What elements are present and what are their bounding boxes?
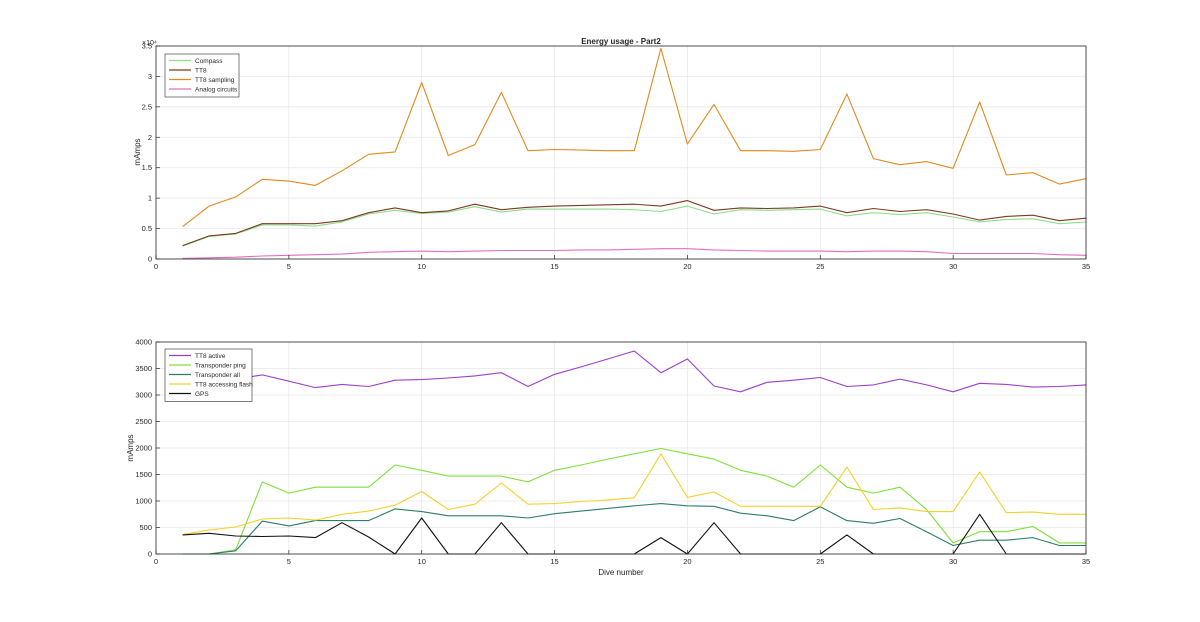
axes-box-top <box>155 45 1087 260</box>
x-tick-label: 20 <box>683 262 691 271</box>
x-tick-label: 10 <box>418 557 426 566</box>
plot-area-top <box>156 46 1086 259</box>
legend-label-tt8-active: TT8 active <box>195 353 226 360</box>
ticks-top: 0 5 10 15 20 25 30 35 0 0.5 1 1.5 2 2.5 3 3.5 <box>142 42 1091 272</box>
y-tick-label: 0 <box>148 255 152 264</box>
legend-top: Compass TT8 TT8 sampling Analog circuits <box>164 53 240 98</box>
y-tick-label: 1 <box>148 194 152 203</box>
y-tick-label: 2.5 <box>142 102 152 111</box>
y-tick-label: 1500 <box>135 470 152 479</box>
x-tick-label: 5 <box>287 557 291 566</box>
y-tick-label: 3500 <box>135 364 152 373</box>
ticks-bottom: 0 5 10 15 20 25 30 35 0 500 1000 1500 2000 2500 3000 35… <box>135 338 1090 567</box>
x-tick-label: 15 <box>550 557 558 566</box>
x-tick-label: 10 <box>418 262 426 271</box>
y-tick-label: 0.5 <box>142 224 152 233</box>
chart-title: Energy usage - Part2 <box>581 37 661 46</box>
legend-label-tt8: TT8 <box>195 67 207 74</box>
series-line-transponder-ping <box>182 447 1086 555</box>
legend-label-tt8-sampling: TT8 sampling <box>195 77 235 84</box>
legend-label-transponder-all: Transponder all <box>195 372 240 379</box>
legend-label-compass: Compass <box>195 58 223 65</box>
x-tick-label: 0 <box>154 262 158 271</box>
y-axis-label-top: mAmps <box>133 138 142 165</box>
y-tick-label: 2000 <box>135 444 152 453</box>
y-tick-label: 4000 <box>135 338 152 347</box>
legend-label-gps: GPS <box>195 391 209 398</box>
series-line-tt8-sampling <box>182 47 1087 228</box>
legend-label-transponder-ping: Transponder ping <box>195 362 246 369</box>
y-exponent-label: ×10⁴ <box>142 40 157 47</box>
legend-box <box>164 53 240 98</box>
series-line-analog-circuits <box>182 248 1087 259</box>
y-tick-label: 0 <box>148 550 152 559</box>
y-tick-label: 1.5 <box>142 163 152 172</box>
y-tick-label: 500 <box>139 523 152 532</box>
series-line-tt8-active <box>182 350 1087 399</box>
x-tick-label: 35 <box>1082 557 1090 566</box>
y-tick-label: 3 <box>148 72 152 81</box>
x-tick-label: 30 <box>949 262 957 271</box>
energy-chart-top: 0 5 10 15 20 25 30 35 0 0.5 1 1.5 2 2.5 3 3.5 Energy us… <box>133 37 1090 271</box>
y-tick-label: 1000 <box>135 497 152 506</box>
x-tick-label: 0 <box>154 557 158 566</box>
series-line-tt8 <box>182 200 1087 247</box>
series-top <box>182 47 1087 259</box>
energy-chart-bottom: 0 5 10 15 20 25 30 35 0 500 1000 1500 2000 2500 3000 35… <box>126 338 1090 578</box>
series-line-compass <box>182 205 1087 247</box>
y-tick-label: 3.5 <box>142 42 152 51</box>
x-tick-label: 20 <box>683 557 691 566</box>
legend-label-tt8-accessing-flash: TT8 accessing flash <box>195 381 253 388</box>
x-tick-label: 5 <box>287 262 291 271</box>
legend-box <box>164 348 253 402</box>
x-axis-label: Dive number <box>598 568 644 577</box>
legend-label-analog-circuits: Analog circuits <box>195 86 238 93</box>
y-tick-label: 2 <box>148 133 152 142</box>
series-line-tt8-accessing-flash <box>182 453 1086 535</box>
y-tick-label: 3000 <box>135 391 152 400</box>
legend-bottom: TT8 active Transponder ping Transponder al… <box>164 348 253 402</box>
y-tick-label: 2500 <box>135 417 152 426</box>
y-axis-label-bottom: mAmps <box>126 434 135 461</box>
x-tick-label: 25 <box>816 557 824 566</box>
x-tick-label: 15 <box>550 262 558 271</box>
x-tick-label: 35 <box>1082 262 1090 271</box>
x-tick-label: 30 <box>949 557 957 566</box>
series-line-transponder-all <box>182 503 1086 555</box>
x-tick-label: 25 <box>816 262 824 271</box>
